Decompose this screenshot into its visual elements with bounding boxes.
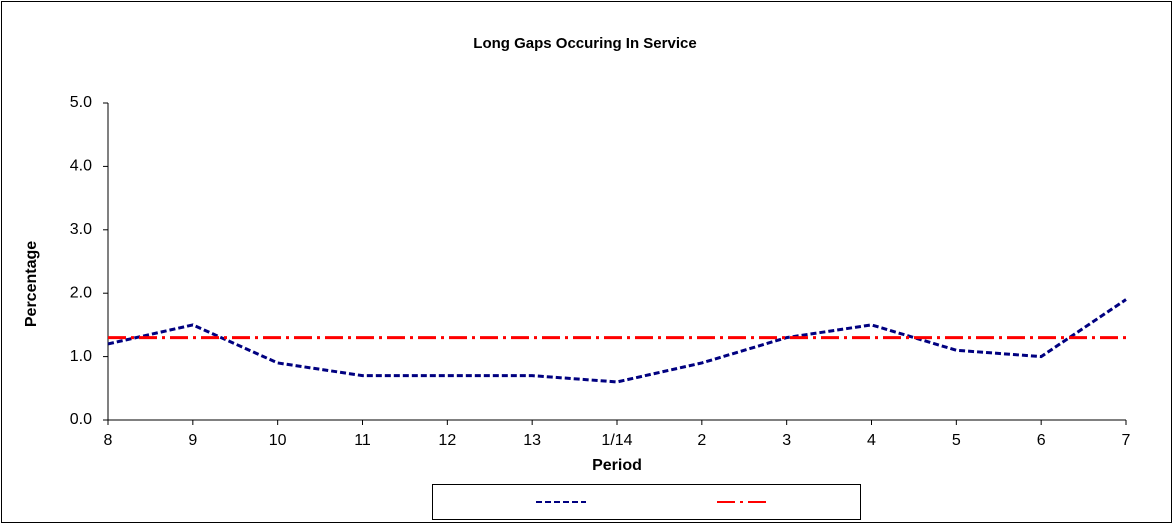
x-tick-label: 2	[697, 432, 706, 449]
y-tick-label: 3.0	[70, 221, 92, 238]
x-tick-label: 1/14	[601, 432, 632, 449]
x-tick-label: 13	[523, 432, 541, 449]
x-tick-label: 7	[1122, 432, 1131, 449]
x-axis-label: Period	[592, 457, 642, 474]
y-tick-label: 5.0	[70, 94, 92, 111]
x-tick-label: 3	[782, 432, 791, 449]
x-tick-label: 5	[952, 432, 961, 449]
x-tick-label: 10	[269, 432, 287, 449]
x-tick-label: 12	[438, 432, 456, 449]
legend	[432, 484, 861, 520]
y-tick-label: 4.0	[70, 158, 92, 175]
x-tick-label: 11	[354, 432, 371, 449]
y-tick-label: 2.0	[70, 284, 92, 301]
x-tick-label: 6	[1037, 432, 1046, 449]
y-tick-label: 0.0	[70, 411, 92, 428]
y-tick-label: 1.0	[70, 348, 92, 365]
x-tick-label: 8	[104, 432, 113, 449]
chart-title: Long Gaps Occuring In Service	[473, 35, 696, 52]
x-tick-label: 9	[188, 432, 197, 449]
x-tick-label: 4	[867, 432, 876, 449]
y-axis-label: Percentage	[23, 241, 40, 327]
